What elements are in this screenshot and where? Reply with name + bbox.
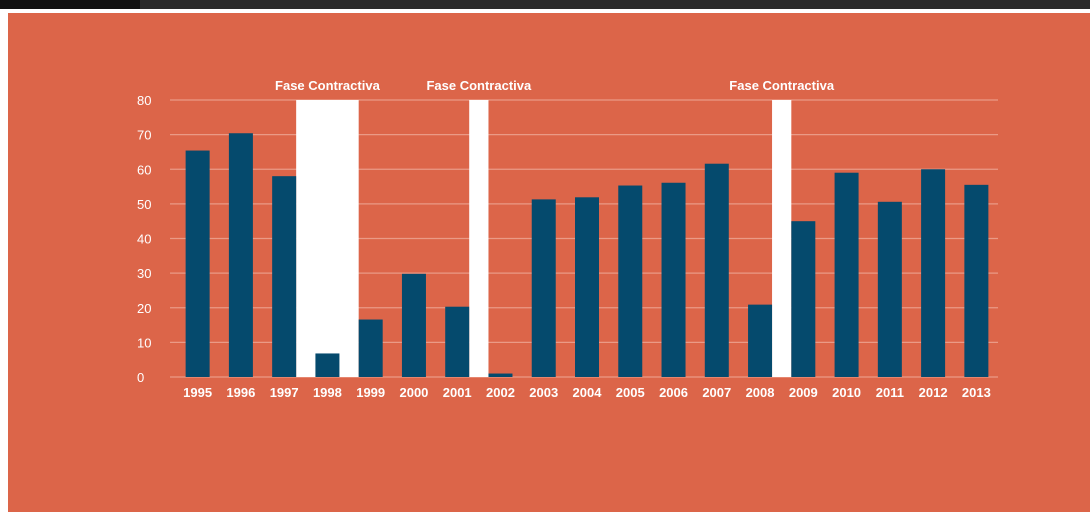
y-tick-label-60: 60 (137, 162, 151, 177)
x-tick-label-2011: 2011 (876, 385, 904, 400)
bar-2008 (748, 304, 773, 377)
y-tick-label-40: 40 (137, 232, 151, 247)
phase-label-2: Fase Contractiva (426, 78, 532, 93)
bar-2013 (964, 184, 989, 377)
y-axis: 0 10 20 30 40 50 60 70 80 (137, 93, 151, 385)
y-tick-label-10: 10 (137, 335, 151, 350)
bar-2002 (488, 373, 513, 377)
y-tick-label-0: 0 (137, 370, 144, 385)
y-tick-label-70: 70 (137, 128, 151, 143)
bar-2011 (877, 201, 902, 377)
bar-2004 (575, 197, 599, 377)
bar-2000 (401, 273, 426, 377)
phase-band-3 (772, 100, 792, 377)
x-tick-label-2001: 2001 (443, 385, 472, 400)
bar-2007 (704, 163, 729, 377)
x-tick-label-2008: 2008 (746, 385, 775, 400)
x-axis: 1995 1996 1997 1998 1999 2000 2001 2002 2003 2004… (183, 385, 991, 400)
x-tick-label-2013: 2013 (962, 385, 991, 400)
phase-bands (296, 100, 792, 377)
bar-1995 (185, 150, 210, 377)
x-tick-label-2002: 2002 (486, 385, 515, 400)
x-tick-label-1998: 1998 (313, 385, 342, 400)
bar-2009 (791, 221, 816, 377)
x-tick-label-1997: 1997 (270, 385, 299, 400)
chart-panel: 0 10 20 30 40 50 60 70 80 1995 1996 1997 1998 1999 20… (8, 13, 1090, 512)
x-tick-label-1999: 1999 (356, 385, 385, 400)
y-tick-label-20: 20 (137, 301, 151, 316)
phase-label-1: Fase Contractiva (275, 78, 381, 93)
top-bar-tab (0, 0, 140, 9)
phase-band-2 (469, 100, 489, 377)
x-tick-label-2003: 2003 (529, 385, 558, 400)
phase-label-3: Fase Contractiva (729, 78, 835, 93)
x-tick-label-2000: 2000 (399, 385, 428, 400)
x-tick-label-2010: 2010 (832, 385, 861, 400)
x-tick-label-2005: 2005 (616, 385, 645, 400)
bar-1996 (228, 133, 253, 377)
x-tick-label-2009: 2009 (789, 385, 818, 400)
bar-1997 (272, 176, 297, 377)
x-tick-label-1995: 1995 (183, 385, 212, 400)
y-tick-label-50: 50 (137, 197, 151, 212)
phase-band-1 (296, 100, 359, 377)
x-tick-label-2007: 2007 (702, 385, 731, 400)
bar-2003 (531, 199, 556, 377)
bar-2005 (618, 185, 643, 377)
x-tick-label-1996: 1996 (226, 385, 255, 400)
y-tick-label-80: 80 (137, 93, 151, 108)
bar-2001 (445, 306, 470, 377)
bar-1998 (315, 353, 340, 377)
bar-2006 (661, 182, 686, 377)
top-bar (0, 0, 1090, 9)
x-tick-label-2004: 2004 (573, 385, 603, 400)
bar-2012 (921, 169, 946, 377)
x-tick-label-2006: 2006 (659, 385, 688, 400)
bar-1999 (358, 319, 383, 377)
phase-labels: Fase Contractiva Fase Contractiva Fase Con… (275, 78, 835, 93)
y-tick-label-30: 30 (137, 266, 151, 281)
bar-chart: 0 10 20 30 40 50 60 70 80 1995 1996 1997 1998 1999 20… (137, 78, 998, 400)
bar-2010 (834, 172, 859, 377)
bars (185, 133, 989, 377)
x-tick-label-2012: 2012 (919, 385, 948, 400)
